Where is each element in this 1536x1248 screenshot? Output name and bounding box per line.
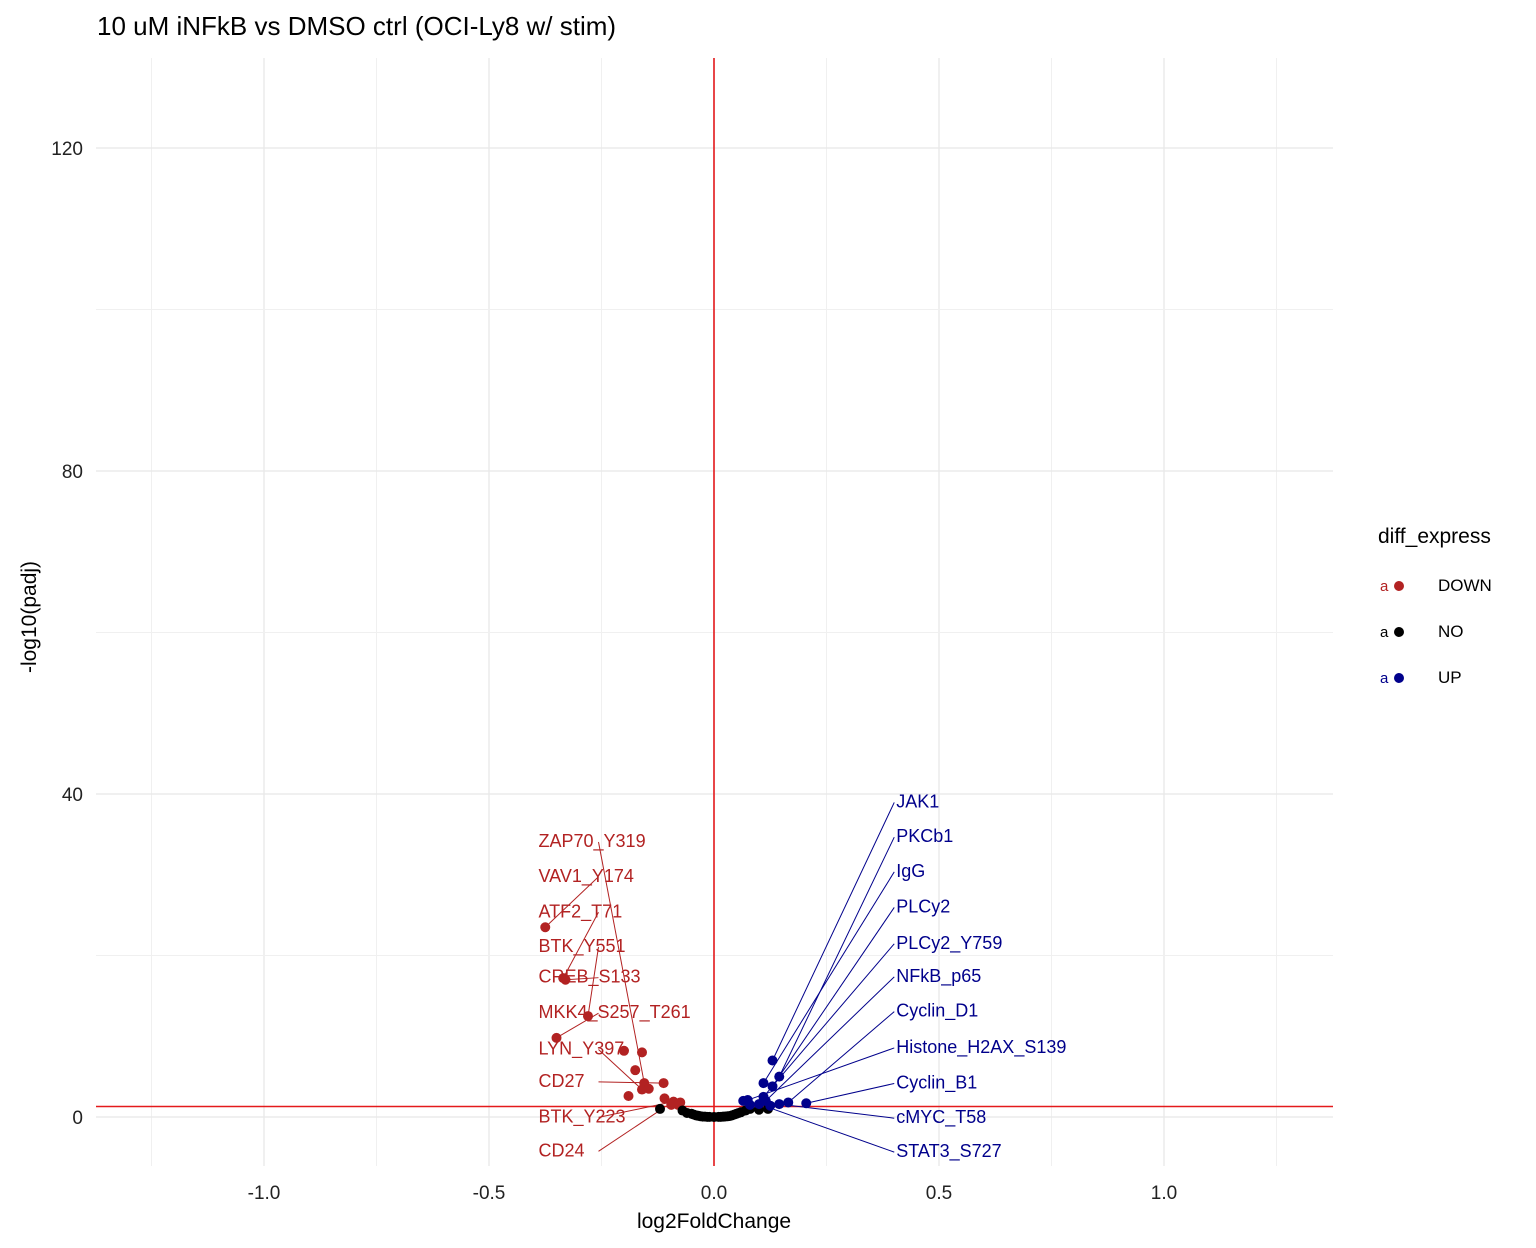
- y-tick-label: 120: [51, 139, 83, 160]
- x-tick-label: 1.0: [1151, 1183, 1177, 1204]
- point-label: NFkB_p65: [896, 966, 981, 987]
- data-point-down: [643, 1083, 654, 1094]
- point-label: LYN_Y397: [539, 1039, 625, 1060]
- data-point-down: [666, 1099, 677, 1110]
- legend-key-text: a: [1380, 670, 1389, 687]
- data-point-up: [774, 1099, 785, 1110]
- label-connector: [763, 871, 895, 1084]
- label-connector: [765, 976, 895, 1102]
- point-label: STAT3_S727: [896, 1141, 1001, 1162]
- point-label: Cyclin_D1: [896, 1001, 978, 1022]
- data-point-up: [774, 1071, 785, 1082]
- point-label: MKK4_S257_T261: [539, 1002, 691, 1023]
- label-connector: [772, 907, 895, 1087]
- point-label: CD27: [539, 1071, 585, 1091]
- x-axis-label: log2FoldChange: [637, 1210, 791, 1233]
- data-point-down: [658, 1078, 669, 1089]
- legend-label-no: NO: [1438, 622, 1464, 641]
- point-label: JAK1: [896, 791, 939, 811]
- legend-title: diff_express: [1378, 525, 1491, 548]
- data-point-up: [767, 1055, 778, 1066]
- y-tick-label: 80: [62, 462, 83, 483]
- label-connector: [598, 1081, 664, 1084]
- axis-ticks: -1.0 -0.5 0.0 0.5 1.0 0 40 80 120: [51, 139, 1177, 1204]
- label-connector: [587, 946, 599, 1017]
- label-connector: [772, 802, 895, 1061]
- label-connector: [544, 876, 599, 928]
- label-connector: [565, 977, 599, 981]
- label-connector: [747, 1047, 895, 1101]
- data-point-up: [801, 1098, 812, 1109]
- point-label: PLCy2_Y759: [896, 933, 1002, 954]
- label-connector: [778, 836, 895, 1077]
- legend-item-down: a DOWN: [1380, 576, 1520, 598]
- label-connector: [787, 1011, 895, 1103]
- data-point-down: [623, 1091, 634, 1102]
- data-points: [540, 922, 812, 1122]
- point-label: VAV1_Y174: [539, 866, 634, 887]
- legend-item-up: a UP: [1380, 668, 1520, 690]
- data-point-up: [767, 1081, 778, 1092]
- point-label: ZAP70_Y319: [539, 831, 646, 852]
- legend-label-up: UP: [1438, 668, 1462, 687]
- point-label: CD24: [539, 1140, 585, 1160]
- data-point-up: [754, 1099, 764, 1110]
- point-label: PKCb1: [896, 826, 953, 846]
- point-label: ATF2_T71: [539, 901, 623, 922]
- data-point-down: [551, 1032, 562, 1043]
- point-label: Histone_H2AX_S139: [896, 1037, 1066, 1058]
- point-label: CREB_S133: [539, 967, 641, 988]
- point-labels: ZAP70_Y319 VAV1_Y174 ATF2_T71 BTK_Y551 CREB_…: [539, 791, 1067, 1162]
- point-label: PLCy2: [896, 896, 950, 916]
- data-point-down: [619, 1045, 629, 1056]
- data-point-up: [765, 1100, 776, 1111]
- chart-title: 10 uM iNFkB vs DMSO ctrl (OCI-Ly8 w/ sti…: [97, 11, 617, 41]
- point-label: BTK_Y223: [539, 1106, 626, 1127]
- x-tick-label: -1.0: [248, 1183, 281, 1204]
- legend-dot-icon: [1394, 627, 1404, 637]
- label-connector: [598, 841, 645, 1084]
- reference-lines: [96, 58, 1333, 1166]
- x-tick-label: -0.5: [473, 1183, 506, 1204]
- x-tick-label: 0.5: [926, 1183, 952, 1204]
- data-point-down: [630, 1065, 641, 1076]
- label-connector: [758, 1103, 895, 1153]
- data-point-up: [745, 1099, 755, 1110]
- label-connector: [779, 1103, 895, 1119]
- label-connector: [562, 912, 599, 979]
- legend-key-text: a: [1380, 624, 1389, 641]
- point-label: BTK_Y551: [539, 936, 626, 957]
- y-tick-label: 0: [72, 1108, 83, 1129]
- label-connector: [806, 1082, 895, 1104]
- data-point-down: [540, 922, 551, 933]
- legend-label-down: DOWN: [1438, 576, 1492, 595]
- legend-dot-icon: [1394, 581, 1404, 591]
- y-tick-label: 40: [62, 785, 83, 806]
- data-point-down: [637, 1047, 647, 1058]
- legend-key-text: a: [1380, 578, 1389, 595]
- point-label: IgG: [896, 861, 925, 881]
- data-point-no: [655, 1103, 665, 1114]
- data-point-up: [783, 1097, 794, 1108]
- legend-dot-icon: [1394, 673, 1404, 683]
- legend-item-no: a NO: [1380, 622, 1520, 644]
- label-connector: [598, 1106, 665, 1152]
- data-point-down: [560, 974, 571, 985]
- data-point-up: [758, 1078, 769, 1089]
- y-axis-label: -log10(padj): [18, 561, 41, 673]
- point-label: cMYC_T58: [896, 1107, 986, 1128]
- data-point-down: [583, 1011, 593, 1022]
- data-point-down: [659, 1093, 670, 1104]
- label-connector: [763, 943, 895, 1098]
- point-label: Cyclin_B1: [896, 1072, 977, 1093]
- x-tick-label: 0.0: [701, 1183, 727, 1204]
